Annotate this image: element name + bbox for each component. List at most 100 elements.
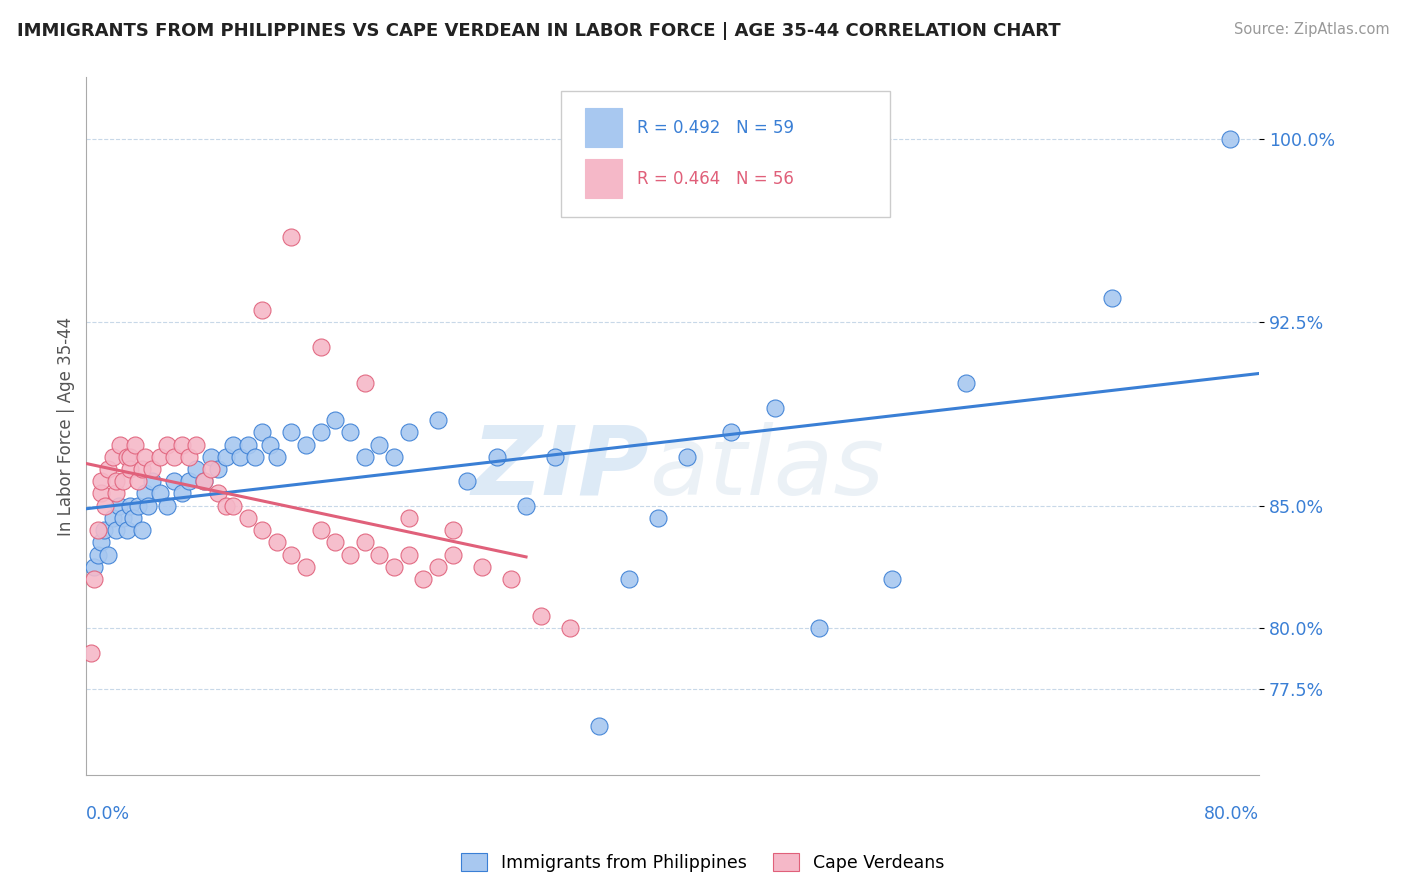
Point [266,535,288,549]
Y-axis label: In Labor Force | Age 35-44: In Labor Force | Age 35-44 [58,317,75,536]
Point [177,475,200,489]
Point [127,475,149,489]
Point [236,437,259,451]
Point [1219,131,1241,145]
Point [647,511,669,525]
Point [136,499,159,513]
Point [131,462,153,476]
Point [250,523,273,537]
Point [127,499,149,513]
Point [236,511,259,525]
Point [80,646,103,660]
Point [177,450,200,464]
Point [200,450,222,464]
Point [90,475,112,489]
Point [295,437,318,451]
Legend: Immigrants from Philippines, Cape Verdeans: Immigrants from Philippines, Cape Verdea… [454,847,952,879]
Point [353,376,375,391]
Point [280,229,302,244]
Point [441,548,464,562]
Point [398,548,420,562]
Point [141,475,163,489]
Point [134,450,156,464]
Point [398,425,420,440]
Text: R = 0.464   N = 56: R = 0.464 N = 56 [637,169,794,187]
Point [111,475,134,489]
Point [368,437,391,451]
Point [763,401,786,415]
Bar [585,109,623,147]
Point [93,523,115,537]
Point [214,499,236,513]
Point [186,437,208,451]
Point [156,437,179,451]
Point [398,511,420,525]
Point [501,572,523,586]
Point [412,572,434,586]
Point [94,499,117,513]
Point [382,450,405,464]
Point [104,486,127,500]
Text: Source: ZipAtlas.com: Source: ZipAtlas.com [1233,22,1389,37]
Point [200,462,222,476]
Point [427,560,450,574]
Point [339,425,361,440]
Point [111,511,134,525]
Point [141,462,163,476]
Point [882,572,904,586]
Point [87,523,110,537]
Text: R = 0.492   N = 59: R = 0.492 N = 59 [637,119,794,136]
Point [97,462,120,476]
Point [148,450,170,464]
Point [124,437,146,451]
Point [87,548,110,562]
Point [131,523,153,537]
Point [83,560,105,574]
Point [97,548,120,562]
Point [250,425,273,440]
Point [485,450,508,464]
Point [193,475,215,489]
Point [325,413,347,427]
Point [90,486,112,500]
Point [90,535,112,549]
Point [617,572,640,586]
Point [148,486,170,500]
Point [193,475,215,489]
Point [382,560,405,574]
Point [207,462,229,476]
Point [104,475,127,489]
Point [186,462,208,476]
Point [134,486,156,500]
Point [280,425,302,440]
Point [214,450,236,464]
Point [170,486,193,500]
Point [530,608,553,623]
Point [471,560,494,574]
Point [104,523,127,537]
Point [456,475,478,489]
Point [120,499,142,513]
Point [156,499,179,513]
Point [676,450,699,464]
Text: ZIP: ZIP [471,422,650,515]
Point [266,450,288,464]
Point [295,560,318,574]
Point [243,450,266,464]
Point [353,450,375,464]
Point [83,572,105,586]
Point [309,523,332,537]
Point [427,413,450,427]
Point [163,450,186,464]
Point [259,437,281,451]
Point [170,437,193,451]
Point [280,548,302,562]
Point [955,376,977,391]
Point [515,499,537,513]
Point [108,437,131,451]
Text: 0.0%: 0.0% [86,805,131,823]
Point [107,499,129,513]
Point [117,523,139,537]
Point [368,548,391,562]
Text: 80.0%: 80.0% [1204,805,1258,823]
